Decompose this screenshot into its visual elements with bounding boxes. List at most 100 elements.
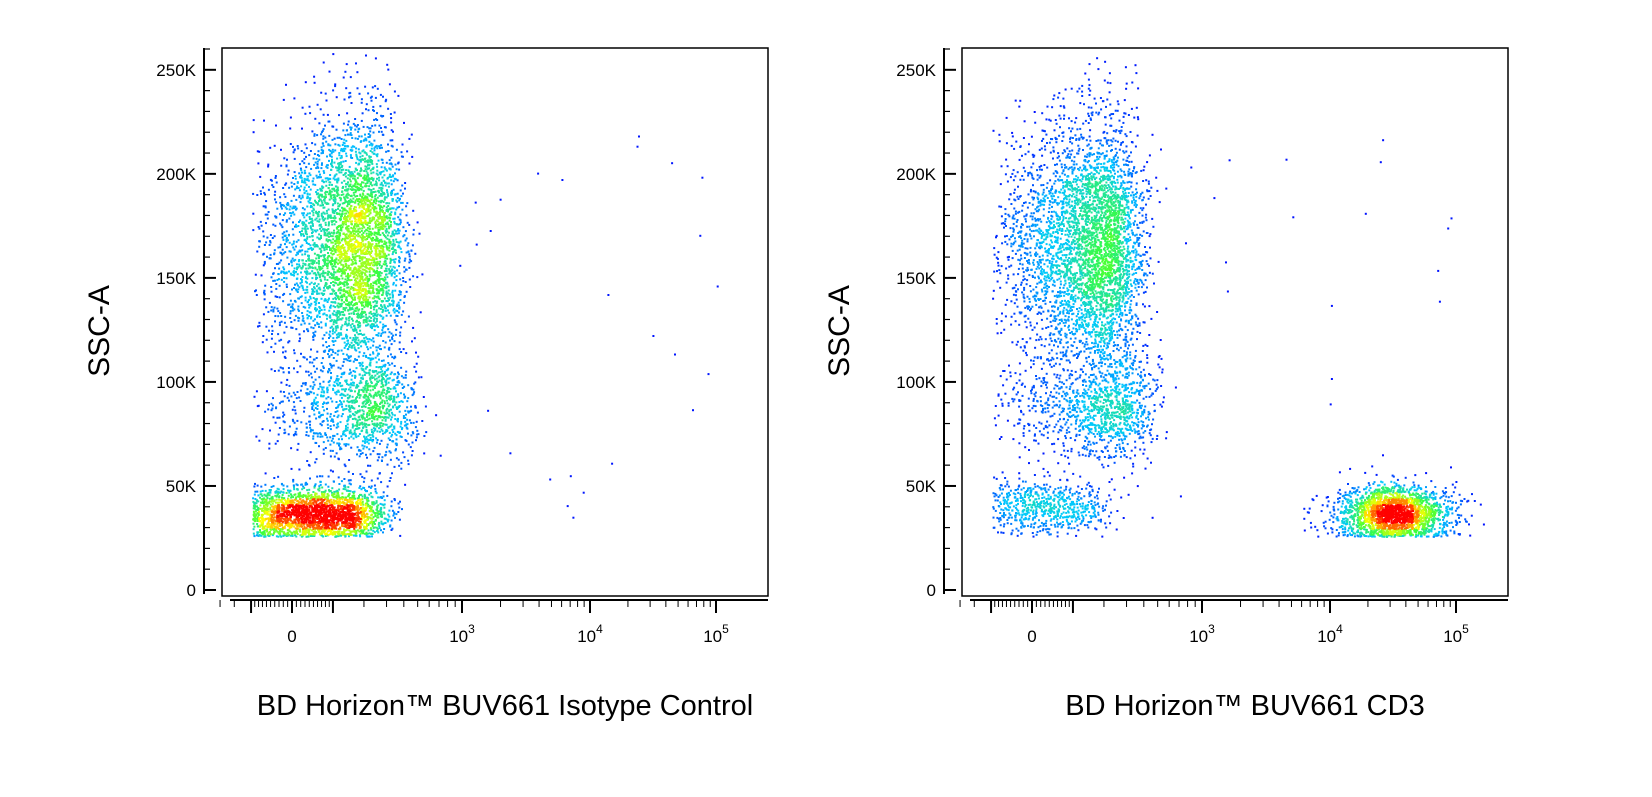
event-dot [303, 151, 306, 154]
event-dot [365, 380, 368, 383]
event-dot [357, 203, 360, 206]
event-dot [392, 271, 395, 274]
event-dot [275, 535, 278, 538]
event-dot [405, 413, 407, 416]
event-dot [327, 252, 329, 254]
event-dot [342, 352, 345, 355]
event-dot [372, 438, 375, 441]
event-dot [338, 225, 340, 228]
event-dot [372, 435, 375, 438]
event-dot [398, 348, 401, 351]
event-dot [323, 263, 326, 266]
event-dot [396, 197, 399, 199]
event-dot [372, 395, 375, 398]
event-dot [265, 325, 268, 328]
event-dot [398, 199, 401, 202]
event-dot [351, 426, 354, 429]
event-dot [336, 375, 339, 378]
event-dot [343, 281, 346, 284]
event-dot [298, 196, 301, 199]
event-dot [281, 400, 284, 403]
event-dot [322, 219, 325, 222]
event-dot [386, 443, 389, 446]
event-dot [369, 183, 372, 186]
event-dot [360, 302, 363, 305]
event-dot [365, 372, 368, 375]
event-dot [380, 380, 383, 382]
event-dot [383, 198, 386, 201]
event-dot [366, 532, 369, 535]
event-dot [372, 337, 375, 340]
event-dot [335, 166, 338, 169]
event-dot [254, 482, 256, 485]
event-dot [324, 124, 326, 127]
event-dot [336, 442, 339, 445]
event-dot [374, 145, 377, 148]
event-dot [402, 417, 405, 419]
event-dot [318, 310, 321, 312]
event-dot [256, 534, 258, 537]
event-dot [381, 277, 384, 280]
event-dot [337, 207, 339, 210]
event-dot [370, 323, 373, 326]
event-dot [344, 309, 347, 312]
event-dot [386, 282, 389, 285]
event-dot [361, 440, 364, 443]
event-dot [384, 286, 387, 289]
event-dot [393, 365, 396, 367]
event-dot [406, 400, 409, 403]
event-dot [387, 143, 389, 146]
event-dot [341, 438, 343, 441]
event-dot [327, 475, 330, 478]
event-dot [353, 399, 355, 402]
event-dot [397, 502, 400, 505]
event-dot [341, 337, 344, 340]
event-dot [336, 319, 339, 322]
event-dot [262, 186, 264, 189]
event-dot [359, 473, 362, 476]
event-dot [345, 381, 348, 384]
event-dot [354, 310, 357, 312]
event-dot [388, 509, 391, 512]
event-dot [372, 237, 374, 239]
event-dot [416, 433, 419, 436]
event-dot [305, 219, 308, 222]
event-dot [385, 202, 388, 205]
event-dot [313, 283, 316, 286]
event-dot [395, 448, 397, 451]
event-dot [332, 150, 335, 153]
event-dot [365, 430, 368, 433]
event-dot [256, 250, 259, 253]
event-dot [355, 331, 358, 334]
event-dot [373, 329, 376, 332]
event-dot [389, 113, 392, 115]
event-dot [342, 141, 345, 144]
event-dot [383, 270, 386, 273]
event-dot [262, 253, 265, 256]
event-dot [393, 499, 396, 502]
event-dot [384, 181, 387, 184]
event-dot [290, 185, 293, 188]
event-dot [358, 127, 361, 130]
event-dot [372, 344, 375, 347]
event-dot [322, 151, 324, 154]
event-dot [398, 168, 401, 171]
event-dot [388, 175, 391, 178]
event-dot [304, 270, 306, 273]
event-dot [327, 353, 329, 356]
event-dot [379, 416, 382, 419]
event-dot [328, 285, 330, 288]
event-dot [354, 262, 357, 264]
event-dot [311, 387, 314, 390]
event-dot [421, 420, 424, 422]
event-dot [277, 433, 280, 436]
event-dot [356, 336, 359, 339]
event-dot [348, 200, 350, 202]
event-dot [289, 212, 292, 214]
event-dot [331, 330, 334, 333]
event-dot [329, 415, 332, 418]
event-dot [313, 133, 316, 136]
event-dot [340, 194, 343, 196]
event-dot [395, 457, 398, 460]
event-dot [324, 193, 327, 196]
